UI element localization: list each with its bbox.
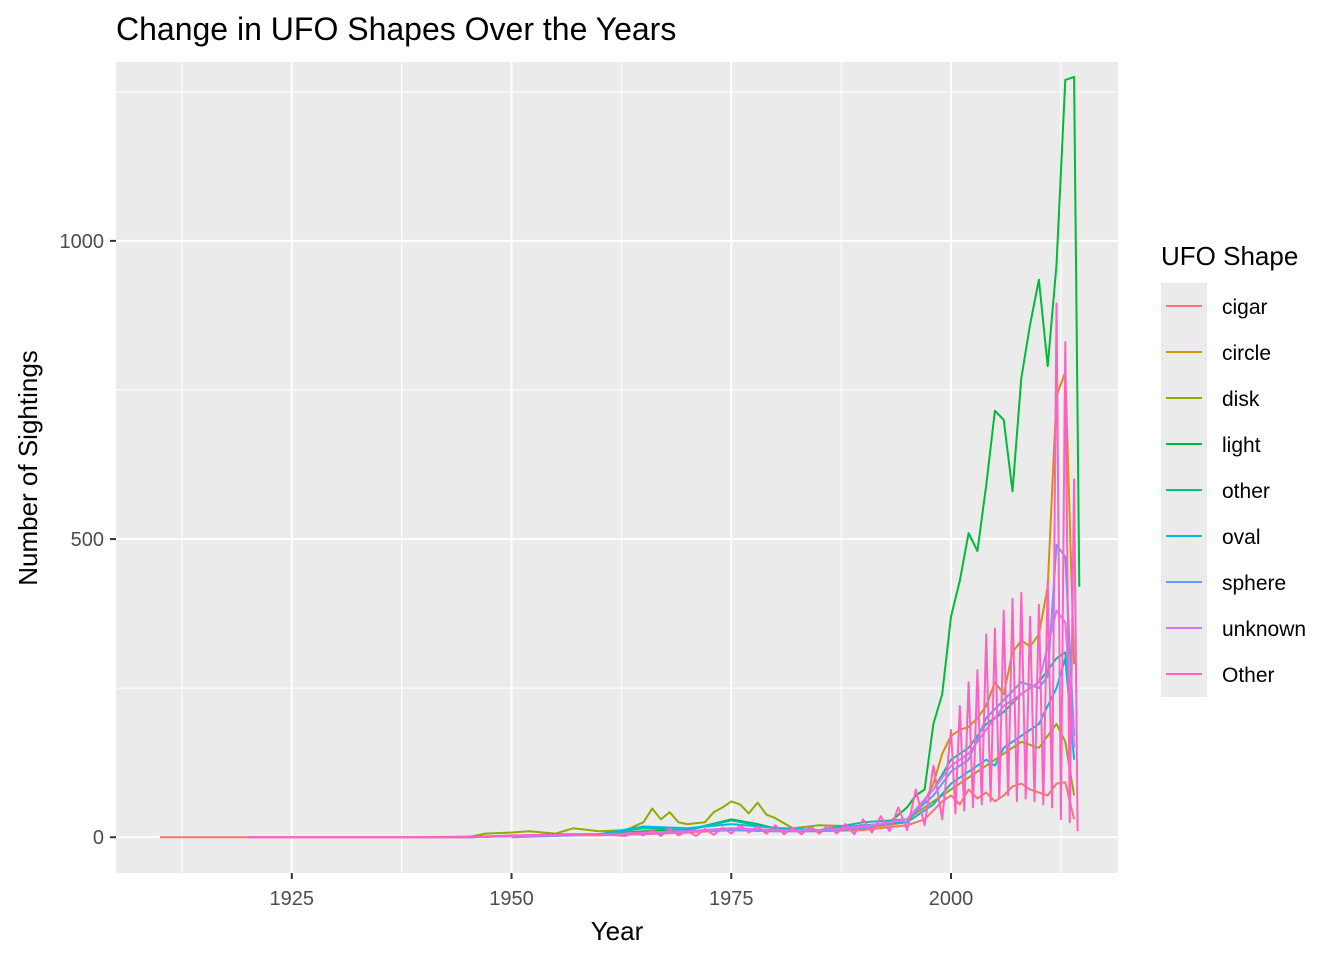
grid-lines [116, 62, 1118, 873]
legend-label: light [1222, 434, 1261, 457]
legend: UFO Shape cigar circle disk light other oval s… [1161, 241, 1306, 697]
legend-label: oval [1222, 526, 1261, 549]
legend-items: cigar circle disk light other oval sphere unkno… [1166, 296, 1306, 687]
series-line-disk [467, 722, 1076, 839]
plot-panel [116, 62, 1118, 873]
series-line-other [247, 302, 1079, 839]
chart-title: Change in UFO Shapes Over the Years [116, 11, 676, 47]
x-axis-title: Year [591, 916, 644, 946]
y-tick-label: 1000 [60, 231, 105, 253]
legend-title: UFO Shape [1161, 241, 1298, 271]
x-tick-label: 2000 [929, 888, 974, 910]
x-tick-label: 1950 [489, 888, 534, 910]
legend-label: disk [1222, 388, 1260, 411]
legend-label: other [1222, 480, 1270, 503]
y-tick-label: 0 [93, 827, 104, 849]
y-tick-label: 500 [71, 529, 104, 551]
legend-label: unknown [1222, 618, 1306, 641]
legend-label: cigar [1222, 296, 1268, 319]
legend-label: sphere [1222, 572, 1286, 595]
series-line-oval [467, 657, 1076, 839]
y-axis-ticks: 0 500 1000 [60, 231, 116, 849]
legend-label: circle [1222, 342, 1271, 365]
series-lines [159, 75, 1081, 839]
x-tick-label: 1925 [270, 888, 315, 910]
x-tick-label: 1975 [709, 888, 754, 910]
y-axis-title: Number of Sightings [13, 350, 43, 586]
x-axis-ticks: 1925 1950 1975 2000 [270, 873, 974, 910]
legend-label: Other [1222, 664, 1275, 687]
